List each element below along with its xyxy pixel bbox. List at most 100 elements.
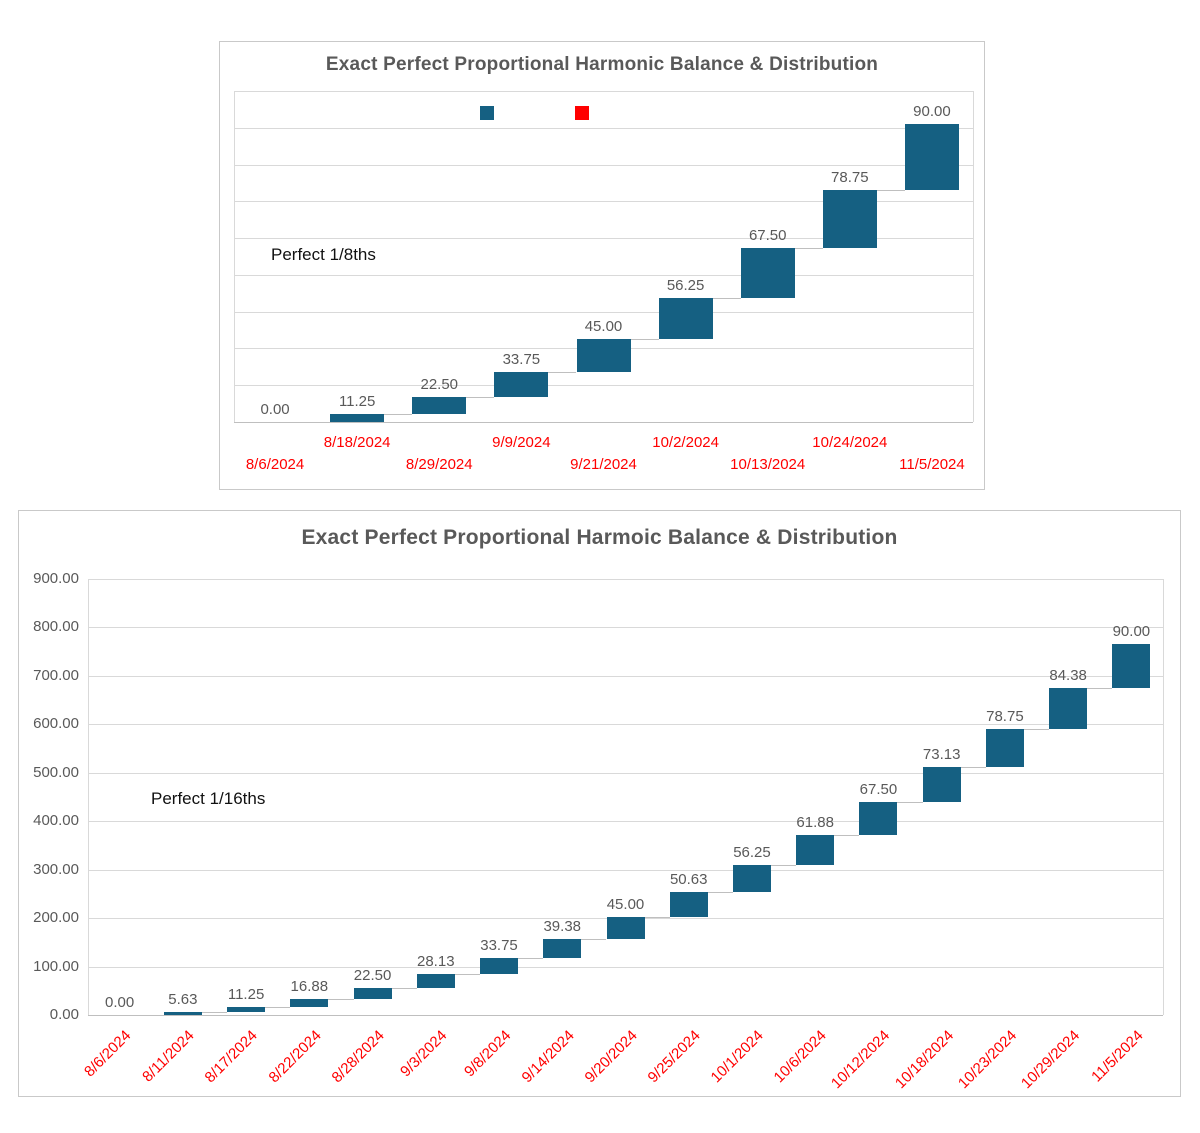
waterfall-chart-eighths: Exact Perfect Proportional Harmonic Bala… <box>219 41 985 490</box>
waterfall-bar <box>480 957 519 975</box>
legend-swatch-series2-icon <box>575 106 589 120</box>
gridline <box>88 821 1163 823</box>
chart-annotation: Perfect 1/16ths <box>151 789 266 808</box>
x-axis-label-text: 8/22/2024 <box>265 1027 325 1087</box>
chart-title: Exact Perfect Proportional Harmoic Balan… <box>301 526 898 549</box>
bar-value-label: 84.38 <box>1049 667 1087 684</box>
plot-area: 0.00 100.00 200.00 300.00 400.00 500.00 600.00… <box>19 511 1180 1096</box>
waterfall-connector <box>391 987 417 989</box>
bar-value-label: 11.25 <box>227 985 265 1003</box>
x-axis-label-text: 9/8/2024 <box>460 1027 515 1081</box>
waterfall-connector <box>548 372 577 374</box>
bar-value-label: 5.63 <box>168 991 198 1009</box>
waterfall-connector <box>960 767 986 769</box>
gridline <box>234 164 973 166</box>
waterfall-bar <box>353 987 392 999</box>
waterfall-connector <box>302 422 331 423</box>
waterfall-connector <box>630 339 659 341</box>
legend-swatch-series1-icon <box>480 106 494 120</box>
bar-value-label: 45.00 <box>606 895 645 913</box>
bar-value-label: 0.00 <box>105 994 135 1011</box>
waterfall-bar <box>669 892 708 917</box>
y-axis-label: 200.00 <box>33 909 79 927</box>
x-axis-label-text: 10/23/2024 <box>954 1027 1020 1093</box>
gridline <box>234 385 973 387</box>
plot-left-border <box>234 91 235 422</box>
waterfall-connector <box>707 892 733 894</box>
waterfall-connector <box>712 297 741 299</box>
waterfall-connector <box>466 397 495 399</box>
waterfall-bar <box>796 835 835 866</box>
x-axis-label-text: 10/6/2024 <box>771 1027 831 1087</box>
waterfall-connector <box>265 1006 291 1008</box>
x-axis-label-text: 10/29/2024 <box>1018 1027 1084 1093</box>
bar-value-label: 39.38 <box>543 917 582 935</box>
waterfall-chart-sixteenths: Exact Perfect Proportional Harmoic Balan… <box>18 510 1181 1097</box>
gridline <box>88 869 1163 871</box>
waterfall-connector <box>876 190 905 192</box>
x-axis-label: 10/2/2024 <box>652 434 719 451</box>
bar-value-label: 33.75 <box>502 351 541 369</box>
y-axis-label: 400.00 <box>33 812 79 830</box>
waterfall-connector <box>794 248 823 250</box>
waterfall-bar <box>543 938 582 958</box>
waterfall-connector <box>518 957 544 959</box>
y-axis-label: 600.00 <box>33 715 79 733</box>
gridline <box>88 627 1163 629</box>
waterfall-connector <box>201 1012 228 1014</box>
x-axis-label: 9/9/2024 <box>492 434 551 451</box>
waterfall-bar <box>330 413 385 422</box>
waterfall-bar <box>859 802 898 836</box>
bar-value-label: 0.00 <box>260 401 290 418</box>
waterfall-bar <box>1112 644 1151 688</box>
x-axis-label-text: 8/17/2024 <box>201 1027 262 1087</box>
waterfall-bar <box>904 124 959 191</box>
waterfall-connector <box>834 835 860 837</box>
bar-value-label: 22.50 <box>353 966 392 984</box>
gridline <box>88 675 1163 677</box>
x-axis-label-text: 8/6/2024 <box>81 1027 135 1081</box>
x-axis-label: 10/24/2024 <box>812 434 888 451</box>
x-axis-label: 9/21/2024 <box>570 456 637 473</box>
waterfall-bar <box>922 767 961 803</box>
x-axis-label: 10/13/2024 <box>730 456 806 473</box>
bar-value-label: 67.50 <box>748 227 787 245</box>
bar-value-label: 61.88 <box>796 814 834 832</box>
waterfall-connector <box>1023 728 1050 730</box>
y-axis-label: 0.00 <box>49 1006 79 1023</box>
x-axis-label-text: 8/28/2024 <box>328 1027 388 1087</box>
bar-value-label: 22.50 <box>420 376 459 394</box>
waterfall-connector <box>138 1015 164 1016</box>
bar-value-label: 90.00 <box>1112 623 1151 641</box>
bar-value-label: 33.75 <box>480 936 518 954</box>
waterfall-bar <box>732 865 771 893</box>
gridline <box>234 274 973 276</box>
y-axis-label: 100.00 <box>33 957 79 975</box>
x-axis-label-text: 9/20/2024 <box>581 1027 641 1087</box>
waterfall-bar <box>290 998 329 1007</box>
waterfall-connector <box>1087 688 1113 689</box>
x-axis-label-text: 8/11/2024 <box>139 1027 198 1086</box>
gridline <box>234 422 973 423</box>
waterfall-connector <box>328 998 354 1000</box>
x-axis-label: 8/29/2024 <box>405 456 473 473</box>
y-axis-label: 300.00 <box>33 860 79 878</box>
waterfall-connector <box>770 865 797 867</box>
bar-value-label: 78.75 <box>986 707 1024 725</box>
plot-area: 0.00 11.25 22.50 33.75 45.00 56.25 67.50 78.75 9… <box>220 42 984 489</box>
x-axis-label-text: 9/3/2024 <box>397 1027 451 1081</box>
bar-value-label: 73.13 <box>922 746 961 764</box>
bar-value-label: 56.25 <box>733 844 771 862</box>
waterfall-connector <box>644 916 670 918</box>
bar-value-label: 11.25 <box>338 392 376 410</box>
gridline <box>88 966 1163 968</box>
waterfall-bar <box>606 916 645 939</box>
waterfall-connector <box>581 938 607 940</box>
x-axis-label-text: 10/1/2024 <box>707 1027 767 1087</box>
waterfall-bar <box>576 339 631 373</box>
gridline <box>88 579 1163 580</box>
bar-value-label: 16.88 <box>290 977 329 995</box>
waterfall-bar <box>1049 688 1088 729</box>
bar-value-label: 45.00 <box>584 318 623 336</box>
x-axis-label-text: 11/5/2024 <box>1087 1027 1147 1086</box>
